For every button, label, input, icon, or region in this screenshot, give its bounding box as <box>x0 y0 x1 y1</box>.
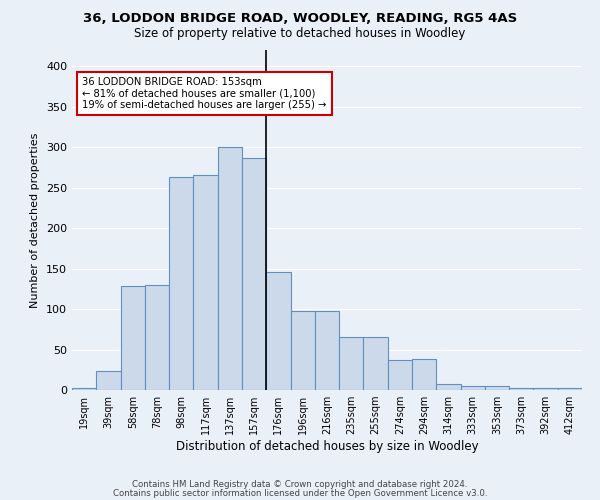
Bar <box>436 384 461 390</box>
Text: Contains public sector information licensed under the Open Government Licence v3: Contains public sector information licen… <box>113 488 487 498</box>
Bar <box>72 388 96 390</box>
Bar <box>509 388 533 390</box>
Bar <box>290 310 315 390</box>
Text: 36 LODDON BRIDGE ROAD: 153sqm
← 81% of detached houses are smaller (1,100)
19% o: 36 LODDON BRIDGE ROAD: 153sqm ← 81% of d… <box>82 77 326 110</box>
X-axis label: Distribution of detached houses by size in Woodley: Distribution of detached houses by size … <box>176 440 478 453</box>
Y-axis label: Number of detached properties: Number of detached properties <box>31 132 40 308</box>
Bar <box>169 177 193 390</box>
Bar <box>485 386 509 390</box>
Bar <box>364 338 388 390</box>
Bar <box>461 386 485 390</box>
Bar <box>96 372 121 390</box>
Bar <box>121 286 145 390</box>
Bar <box>242 158 266 390</box>
Bar <box>339 338 364 390</box>
Bar <box>315 312 339 390</box>
Text: Contains HM Land Registry data © Crown copyright and database right 2024.: Contains HM Land Registry data © Crown c… <box>132 480 468 489</box>
Bar <box>533 388 558 390</box>
Bar <box>412 359 436 390</box>
Text: 36, LODDON BRIDGE ROAD, WOODLEY, READING, RG5 4AS: 36, LODDON BRIDGE ROAD, WOODLEY, READING… <box>83 12 517 26</box>
Bar <box>388 360 412 390</box>
Bar <box>558 388 582 390</box>
Bar <box>145 285 169 390</box>
Text: Size of property relative to detached houses in Woodley: Size of property relative to detached ho… <box>134 28 466 40</box>
Bar <box>266 272 290 390</box>
Bar <box>193 176 218 390</box>
Bar <box>218 147 242 390</box>
